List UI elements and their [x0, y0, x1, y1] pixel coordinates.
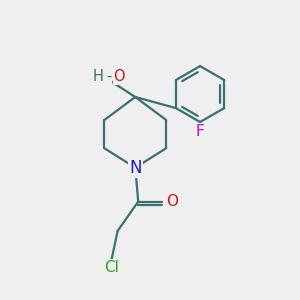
Text: N: N [129, 159, 142, 177]
Text: O: O [166, 194, 178, 209]
Text: -: - [106, 69, 112, 84]
Text: O: O [113, 69, 125, 84]
Text: Cl: Cl [104, 260, 119, 275]
Text: H: H [93, 69, 104, 84]
Text: F: F [196, 124, 204, 139]
